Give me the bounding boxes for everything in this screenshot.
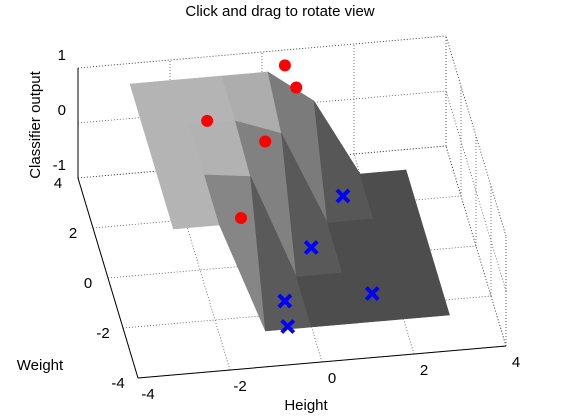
y-tick-label: -2 [96,325,109,342]
chart-title: Click and drag to rotate view [185,3,374,20]
x-tick-label: 4 [512,354,520,371]
grid-line [445,90,507,292]
point [235,212,247,224]
point [335,188,351,204]
z-tick-label: 0 [58,102,66,119]
y-axis-label: Weight [17,357,64,374]
point [303,240,319,255]
z-axis-label: Classifier output [27,70,44,178]
z-tick-label: 1 [58,47,66,64]
x-tick-label: -2 [233,378,246,395]
grid-line [445,35,507,237]
point [290,81,303,94]
z-tick-label: -1 [53,157,66,174]
y-tick-label: 0 [84,275,92,292]
grid-line [445,145,507,347]
point [278,59,291,72]
x-axis-label: Height [284,397,328,414]
point [201,114,214,127]
point [280,319,296,334]
x-tick-label: 2 [420,362,428,379]
x-tick-label: 0 [328,370,336,387]
y-tick-label: -4 [111,375,124,392]
x-axis [137,345,507,379]
y-tick-label: 2 [69,225,77,242]
y-tick-label: 4 [54,175,62,192]
point [277,293,293,309]
x-tick-label: -4 [141,386,154,403]
surface-facet [388,264,450,320]
y-axis [77,177,139,379]
point [364,286,380,301]
point [259,135,272,148]
